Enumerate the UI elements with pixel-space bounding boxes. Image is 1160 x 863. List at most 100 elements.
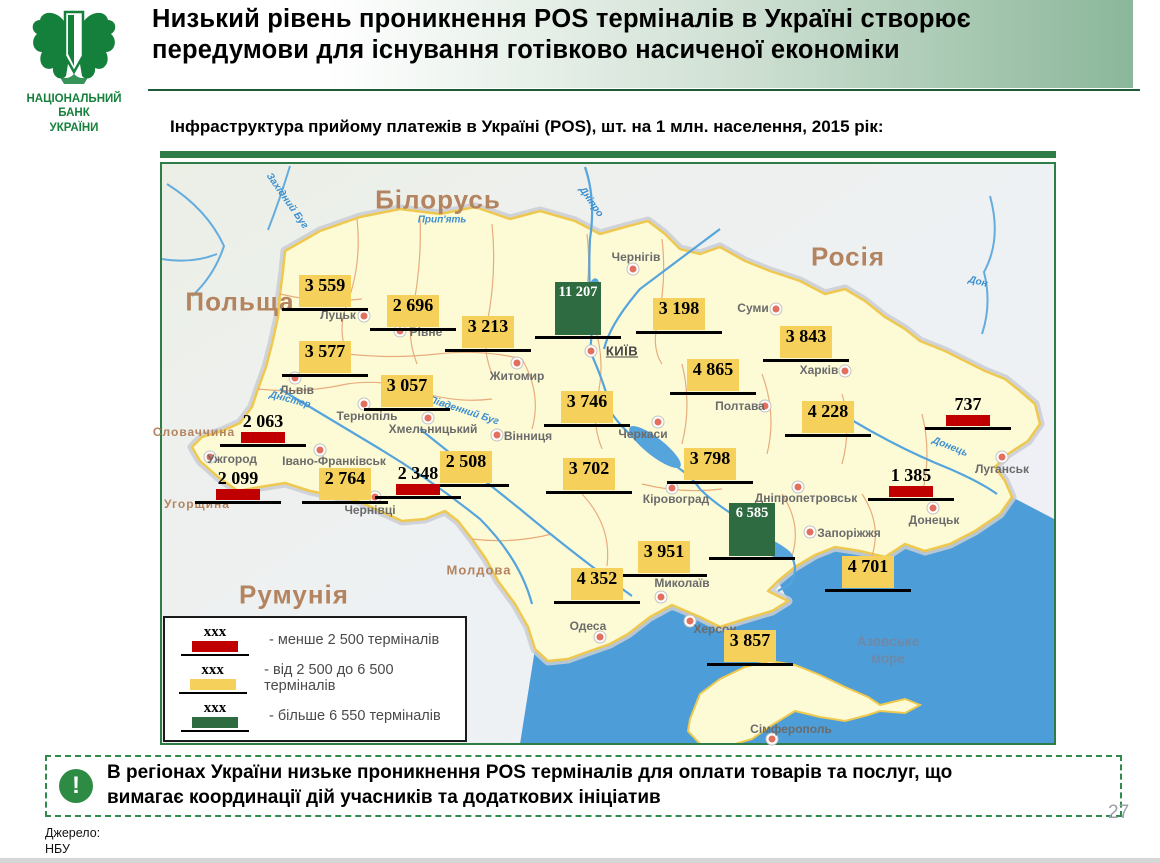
region-value-marker: 3 577 — [282, 341, 368, 377]
region-value-marker: 2 508 — [423, 451, 509, 487]
source-note: Джерело: НБУ — [45, 825, 100, 858]
region-value-marker: 1 385 — [868, 465, 954, 501]
city-dot — [422, 412, 434, 424]
city-label: Полтава — [715, 399, 765, 413]
region-value: 3 798 — [683, 448, 737, 480]
city-dot — [289, 372, 301, 384]
legend-sample: xxx — [173, 700, 257, 732]
region-value-marker: 11 207 — [535, 282, 621, 339]
exclamation-icon: ! — [59, 769, 93, 803]
legend-sample: xxx — [173, 662, 252, 694]
legend-color-bar — [189, 678, 236, 690]
region-value-marker: 2 063 — [220, 411, 306, 447]
region-value-marker: 3 559 — [282, 275, 368, 311]
region-value-marker: 2 764 — [302, 468, 388, 504]
region-value: 4 228 — [801, 401, 855, 433]
legend-color-bar — [192, 640, 238, 652]
country-label: Словаччина — [152, 425, 236, 439]
region-value: 737 — [954, 394, 982, 414]
marker-underline — [423, 484, 509, 487]
city-label: Ужгород — [206, 452, 258, 466]
source-value: НБУ — [45, 842, 70, 857]
region-value: 3 843 — [779, 326, 833, 358]
nbu-logo-line1: НАЦІОНАЛЬНИЙ — [26, 93, 122, 105]
city-dot — [839, 365, 851, 377]
marker-underline — [621, 574, 707, 577]
marker-underline — [670, 392, 756, 395]
region-value-marker: 3 951 — [621, 541, 707, 577]
region-value: 2 099 — [217, 468, 259, 488]
red-category-bar — [946, 415, 990, 426]
marker-underline — [785, 434, 871, 437]
marker-underline — [868, 498, 954, 501]
marker-underline — [763, 359, 849, 362]
red-category-bar — [396, 484, 440, 495]
header-divider — [148, 89, 1140, 91]
marker-underline — [667, 481, 753, 484]
nbu-logo-line2: БАНК — [58, 107, 90, 120]
region-value-marker: 6 585 — [709, 503, 795, 560]
region-value-marker: 4 352 — [554, 568, 640, 604]
legend-item: xxx - менше 2 500 терміналів — [173, 621, 457, 659]
region-value: 11 207 — [555, 282, 601, 335]
city-dot — [759, 400, 771, 412]
region-value: 4 352 — [570, 568, 624, 600]
region-value-marker: 3 857 — [707, 630, 793, 666]
city-dot — [204, 451, 216, 463]
region-value: 3 559 — [298, 275, 352, 307]
city-dot — [585, 345, 597, 357]
region-value-marker: 4 701 — [825, 556, 911, 592]
red-category-bar — [889, 486, 933, 497]
city-label: Львів — [280, 383, 314, 397]
region-value-marker: 3 198 — [636, 298, 722, 334]
region-value-marker: 2 348 — [375, 463, 461, 499]
region-value: 2 696 — [386, 295, 440, 327]
region-value-marker: 3 798 — [667, 448, 753, 484]
legend-underline — [181, 729, 249, 732]
city-label: Луцьк — [320, 308, 356, 322]
marker-underline — [554, 601, 640, 604]
marker-underline — [195, 501, 281, 504]
marker-underline — [925, 427, 1011, 430]
city-label: Харків — [799, 363, 839, 377]
region-value-marker: 737 — [925, 394, 1011, 430]
region-value-marker: 4 865 — [670, 359, 756, 395]
region-value-marker: 3 213 — [445, 316, 531, 352]
callout-text: В регіонах України низьке проникнення PO… — [107, 762, 953, 808]
city-dot — [684, 615, 696, 627]
legend-label: - менше 2 500 терміналів — [269, 632, 440, 648]
region-value: 3 577 — [298, 341, 352, 373]
region-value: 4 865 — [686, 359, 740, 391]
city-dot — [766, 733, 778, 745]
map-legend: xxx - менше 2 500 терміналів xxx - від 2 50… — [163, 616, 467, 742]
header-band — [148, 0, 1133, 88]
map-top-bar — [160, 151, 1056, 158]
marker-underline — [707, 663, 793, 666]
nbu-emblem-icon — [32, 10, 116, 84]
region-value: 2 348 — [397, 463, 439, 483]
region-value: 3 213 — [461, 316, 515, 348]
city-dot — [804, 526, 816, 538]
sea-label: Азовське море — [856, 634, 920, 666]
legend-label: - від 2 500 до 6 500 терміналів — [264, 662, 394, 694]
region-value-marker: 3 843 — [763, 326, 849, 362]
map-overlay-layer: Білорусь Польща Росія Румунія Молдова Словачч… — [153, 164, 1054, 745]
marker-underline — [546, 491, 632, 494]
marker-underline — [302, 501, 388, 504]
city-dot — [927, 502, 939, 514]
country-label: Угорщина — [164, 497, 230, 511]
marker-underline — [544, 424, 630, 427]
city-dot — [655, 591, 667, 603]
city-dot — [314, 444, 326, 456]
city-dot — [652, 416, 664, 428]
river-label: Прип'ять — [417, 214, 467, 226]
legend-item: xxx - від 2 500 до 6 500 терміналів — [173, 659, 457, 697]
city-label: Сімферополь — [750, 722, 832, 736]
region-value: 2 063 — [242, 411, 284, 431]
city-dot — [491, 429, 503, 441]
river-label: Донець — [930, 434, 970, 460]
region-value: 1 385 — [890, 465, 932, 485]
nbu-logo-block: НАЦІОНАЛЬНИЙ БАНК УКРАЇНИ — [0, 0, 148, 135]
marker-underline — [364, 408, 450, 411]
